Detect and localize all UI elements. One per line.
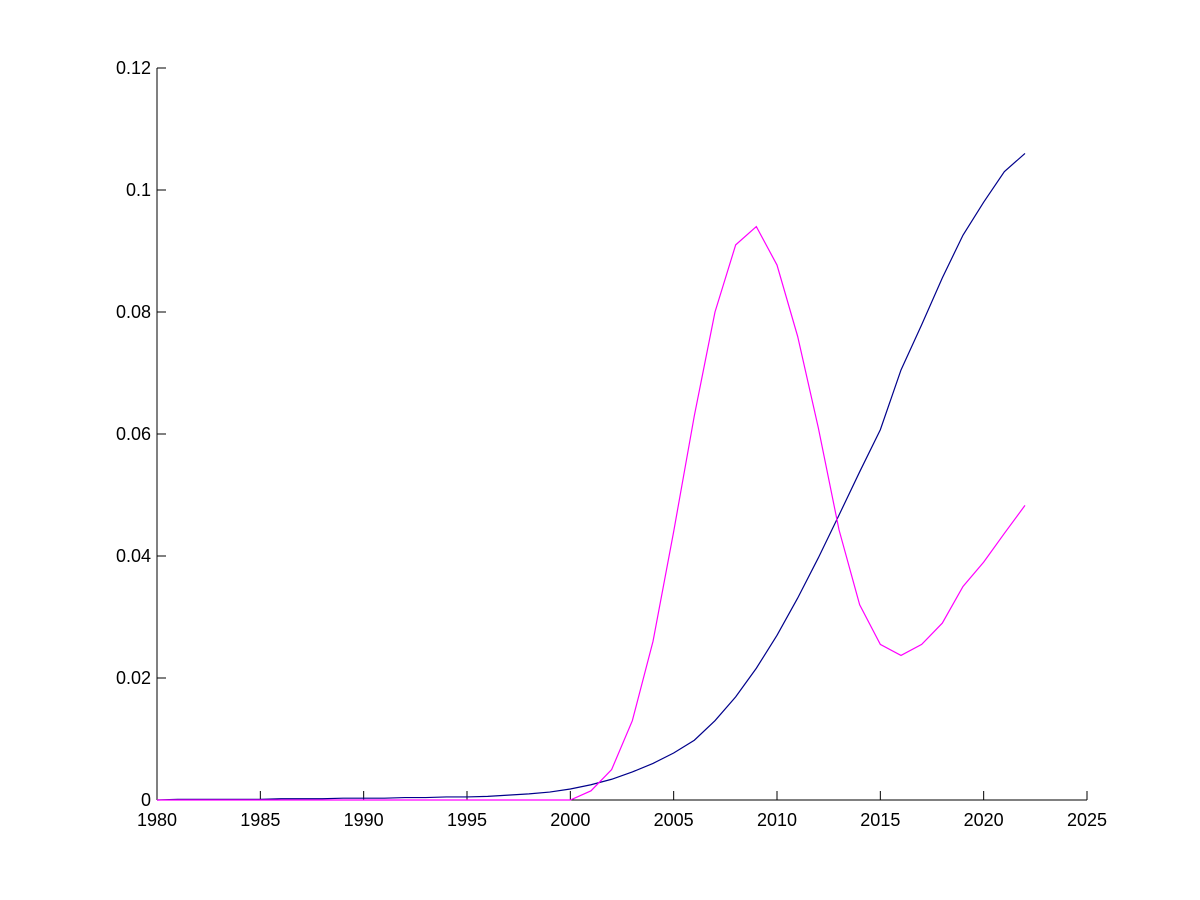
x-tick-label: 2005 [654, 810, 694, 830]
x-tick-label: 2020 [964, 810, 1004, 830]
x-tick-label: 2010 [757, 810, 797, 830]
x-tick-label: 2015 [860, 810, 900, 830]
x-tick-label: 1985 [240, 810, 280, 830]
y-tick-label: 0.06 [116, 424, 151, 444]
y-tick-label: 0.12 [116, 58, 151, 78]
x-tick-label: 1995 [447, 810, 487, 830]
y-tick-label: 0.08 [116, 302, 151, 322]
x-tick-label: 1990 [344, 810, 384, 830]
x-tick-label: 1980 [137, 810, 177, 830]
x-tick-label: 2000 [550, 810, 590, 830]
series-line [156, 152, 1026, 801]
y-tick-label: 0.02 [116, 668, 151, 688]
x-tick-label: 2025 [1067, 810, 1107, 830]
y-tick-label: 0.1 [126, 180, 151, 200]
series-line [157, 225, 1026, 801]
y-tick-label: 0.04 [116, 546, 151, 566]
y-tick-label: 0 [141, 790, 151, 810]
